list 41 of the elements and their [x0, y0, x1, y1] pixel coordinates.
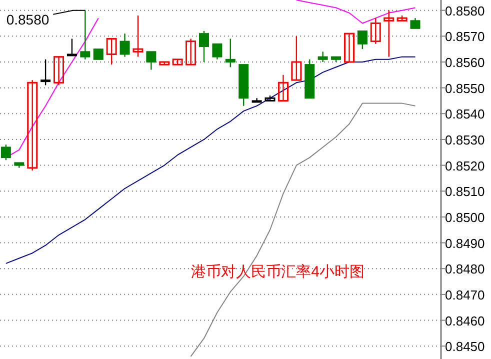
y-tick-label: 0.8450 — [445, 339, 485, 354]
candlestick — [66, 38, 77, 56]
candlestick — [357, 30, 368, 50]
y-tick-label: 0.8490 — [445, 236, 485, 251]
candlestick — [212, 43, 222, 60]
candlestick — [106, 38, 117, 66]
line-series — [5, 56, 416, 264]
y-tick-label: 0.8470 — [445, 287, 485, 302]
candlestick — [146, 51, 156, 70]
y-tick-label: 0.8560 — [445, 54, 485, 70]
y-tick-label: 0.8500 — [445, 210, 485, 225]
candlestick — [0, 144, 11, 161]
candlestick — [384, 10, 394, 58]
text: 港币对人民币汇率4小时图 — [191, 263, 364, 280]
candlestick — [370, 17, 381, 45]
candlestick — [278, 74, 288, 102]
candlestick — [252, 98, 262, 103]
candlestick — [80, 10, 90, 60]
candlestick — [120, 32, 130, 58]
candlestick — [186, 38, 196, 66]
candlestick — [54, 56, 64, 86]
y-tick-label: 0.8550 — [445, 80, 485, 96]
candlestick — [225, 38, 236, 68]
annotation: 0.8580 — [6, 11, 50, 28]
y-tick-label: 0.8530 — [445, 132, 485, 148]
y-tick-label: 0.8520 — [445, 158, 485, 174]
y-tick-label: 0.8510 — [445, 184, 485, 200]
y-tick-label: 0.8460 — [445, 313, 485, 328]
candlestick — [410, 17, 420, 30]
candlestick — [93, 48, 104, 60]
candlestick — [27, 79, 38, 172]
y-tick-label: 0.8480 — [445, 262, 485, 277]
candlestick — [198, 30, 209, 63]
y-tick-label: 0.8570 — [445, 29, 485, 44]
candlestick — [291, 36, 302, 81]
candlestick — [318, 51, 328, 63]
candlestick — [344, 32, 354, 63]
y-tick-label: 0.8540 — [445, 106, 485, 122]
candlestick — [40, 58, 51, 86]
y-tick-label: 0.8580 — [445, 3, 485, 18]
candlestick — [132, 14, 144, 58]
